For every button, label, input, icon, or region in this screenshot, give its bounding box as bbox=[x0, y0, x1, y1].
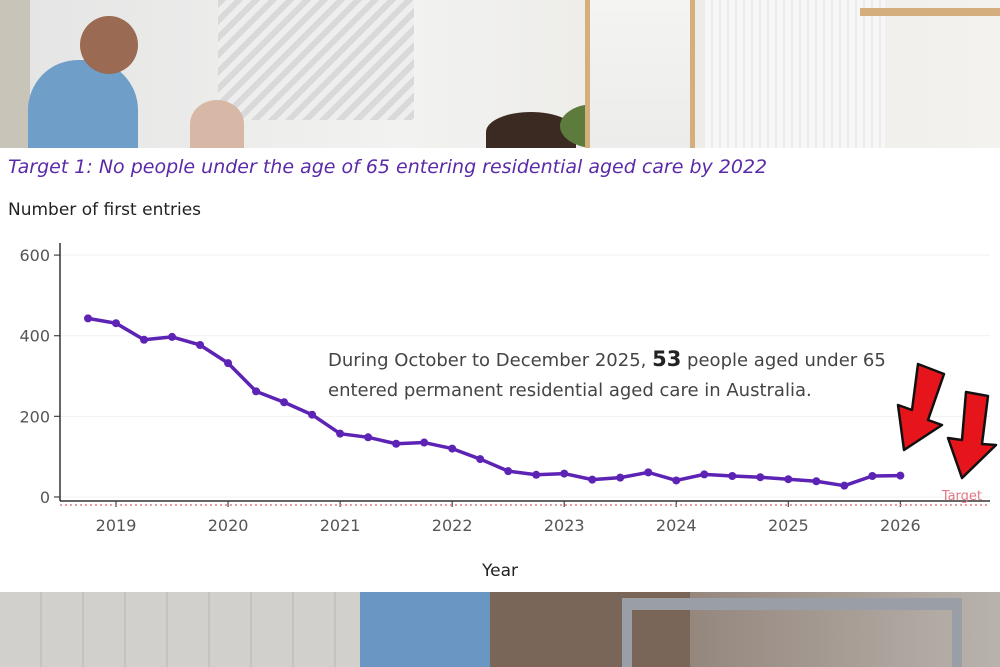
data-point bbox=[728, 472, 737, 481]
y-tick-label: 400 bbox=[19, 327, 50, 346]
data-point bbox=[700, 470, 709, 479]
data-point bbox=[168, 332, 177, 341]
background-photo-top bbox=[0, 0, 1000, 148]
photo-walker bbox=[622, 598, 962, 667]
x-tick-label: 2021 bbox=[320, 516, 361, 535]
data-point bbox=[476, 455, 485, 464]
background-photo-bottom bbox=[0, 592, 1000, 667]
photo-elder-head bbox=[190, 100, 244, 148]
data-point bbox=[840, 481, 849, 490]
series-line bbox=[86, 316, 903, 488]
data-point bbox=[616, 473, 625, 482]
chart-panel: Target 1: No people under the age of 65 … bbox=[0, 148, 1000, 592]
data-point bbox=[364, 433, 373, 442]
data-point bbox=[336, 429, 345, 438]
data-point bbox=[784, 475, 793, 484]
data-point bbox=[112, 319, 121, 328]
data-point bbox=[896, 471, 905, 480]
target-label: Target bbox=[941, 489, 982, 504]
data-point bbox=[84, 314, 93, 323]
data-point bbox=[448, 444, 457, 453]
data-point bbox=[420, 438, 429, 447]
photo-floor bbox=[0, 592, 380, 667]
data-point bbox=[392, 439, 401, 448]
x-tick-label: 2025 bbox=[768, 516, 809, 535]
data-point bbox=[252, 387, 261, 396]
annotation-value: 53 bbox=[652, 347, 682, 371]
x-tick-label: 2022 bbox=[432, 516, 473, 535]
data-point bbox=[280, 398, 289, 407]
arrows-overlay bbox=[896, 362, 998, 480]
data-point bbox=[560, 469, 569, 478]
annotation-text: During October to December 2025, 53 peop… bbox=[328, 344, 928, 406]
x-tick-label: 2019 bbox=[96, 516, 137, 535]
x-tick-label: 2020 bbox=[208, 516, 249, 535]
y-tick-label: 0 bbox=[40, 488, 50, 507]
data-point bbox=[532, 470, 541, 479]
red-arrow-icon bbox=[946, 390, 998, 480]
x-tick-label: 2026 bbox=[880, 516, 921, 535]
data-point bbox=[588, 475, 597, 484]
x-axis-title: Year bbox=[481, 561, 518, 581]
data-point bbox=[308, 410, 317, 419]
photo-blinds bbox=[705, 0, 885, 148]
photo-shelf bbox=[585, 0, 695, 148]
data-point bbox=[812, 477, 821, 486]
photo-scrubs bbox=[360, 592, 490, 667]
photo-nurse bbox=[28, 60, 138, 148]
annotation-post: people aged under 65 entered permanent r… bbox=[328, 350, 886, 401]
line-chart: 0 200 400 600 2019 2020 2021 2022 2023 2024 2025 20… bbox=[19, 243, 998, 581]
photo-artwork bbox=[218, 0, 414, 120]
data-point bbox=[756, 473, 765, 482]
y-tick-label: 200 bbox=[19, 407, 50, 426]
data-point bbox=[224, 359, 233, 368]
data-point bbox=[868, 472, 877, 481]
y-tick-label: 600 bbox=[19, 246, 50, 265]
x-tick-label: 2023 bbox=[544, 516, 585, 535]
data-point bbox=[196, 340, 205, 349]
photo-nurse-head bbox=[80, 16, 138, 74]
data-point bbox=[504, 467, 513, 476]
data-point bbox=[140, 335, 149, 344]
x-tick-label: 2024 bbox=[656, 516, 697, 535]
red-arrow-icon bbox=[896, 362, 946, 452]
y-axis-title: Number of first entries bbox=[8, 200, 202, 220]
photo-window bbox=[0, 0, 30, 148]
chart-title: Target 1: No people under the age of 65 … bbox=[8, 156, 768, 178]
data-point bbox=[672, 476, 681, 485]
data-point bbox=[644, 468, 653, 477]
annotation-pre: During October to December 2025, bbox=[328, 350, 653, 371]
photo-wall-shelf bbox=[860, 8, 1000, 16]
